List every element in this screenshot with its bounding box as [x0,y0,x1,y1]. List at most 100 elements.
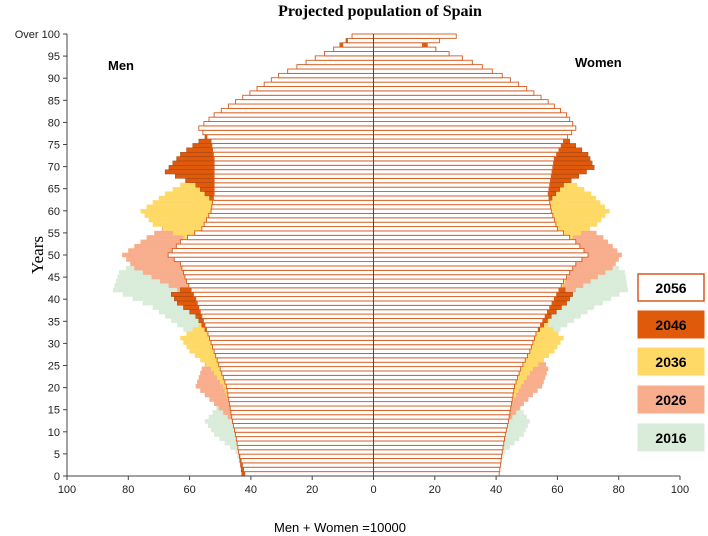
bar-2056-men-age-88 [256,86,374,92]
bar-2056-women-age-67 [373,177,551,184]
bar-2056-women-age-76 [373,138,564,144]
bar-2056-women-age-34 [373,322,541,328]
bar-2056-women-age-26 [373,357,526,363]
bar-2056-women-age-58 [373,217,555,223]
bar-2056-women-age-44 [373,278,564,284]
bar-2056-men-age-43 [188,283,374,289]
bar-2056-men-age-24 [219,366,374,372]
bar-2056-women-age-53 [373,239,577,245]
bar-2056-men-age-18 [227,392,374,398]
bar-2056-women-age-82 [373,112,568,118]
bar-2056-men-age-75 [211,142,374,149]
bar-2056-women-age-70 [373,164,554,171]
bar-2056-women-age-86 [373,94,542,101]
bar-2056-women-age-54 [373,234,571,241]
bar-2056-women-age-9 [373,431,506,438]
bar-2056-women-age-84 [373,103,555,109]
bar-2056-men-age-46 [183,269,374,276]
y-tick-label: 35 [48,316,60,328]
bar-2056-men-age-33 [206,326,374,333]
bar-2056-women-age-12 [373,418,509,424]
bar-2056-women-age-73 [373,151,558,157]
bar-2056-men-age-83 [220,107,374,114]
bar-2056-women-age-17 [373,396,513,403]
y-tick-label: 45 [48,272,60,284]
bar-2056-women-age-52 [373,243,581,249]
bar-2056-men-age-14 [230,409,374,416]
legend-item-2016: 2016 [637,423,705,452]
bar-2056-men-age-12 [232,418,374,424]
bar-2056-men-age-31 [209,335,374,341]
legend-item-2046: 2046 [637,310,705,339]
x-tick-label: 100 [58,484,76,496]
bar-2056-women-age-99 [373,37,440,44]
bar-2056-women-age-55 [373,230,564,236]
bar-2056-women-age-87 [373,90,535,96]
bar-2056-men-age-80 [203,121,374,127]
bar-2056-men-age-89 [263,81,374,87]
bar-2056-men-age-36 [201,313,374,319]
bar-2056-men-age-76 [210,138,374,144]
bar-2056-men-age-68 [213,173,374,179]
men-label: Men [108,58,134,73]
bar-2056-men-age-64 [213,191,374,197]
y-tick-label: 5 [54,449,60,461]
bar-2056-men-age-69 [213,169,374,175]
bar-2056-men-age-23 [221,370,374,376]
bar-2056-women-age-79 [373,125,577,131]
bar-2056-women-age-45 [373,274,568,280]
bar-2056-men-age-49 [173,256,374,263]
bar-2056-men-age-13 [231,414,374,420]
bar-2056-men-age-74 [212,147,374,153]
bar-2056-men-age-35 [202,318,374,324]
bar-2056-women-age-6 [373,444,504,451]
bar-2056-women-age-39 [373,300,553,306]
bar-2056-women-age-63 [373,195,550,201]
bar-2056-men-age-2 [241,462,374,468]
bar-2056-women-age-60 [373,208,552,214]
bar-2056-women-age-36 [373,313,546,319]
bar-2056-women-age-91 [373,72,503,79]
bar-2056-men-age-100 [351,33,374,39]
bar-2056-women-age-85 [373,99,549,105]
bar-2056-women-age-88 [373,86,528,92]
bar-2056-men-age-48 [179,261,374,267]
bar-2056-women-age-11 [373,423,508,429]
bar-2056-women-age-7 [373,440,505,446]
x-tick-label: 80 [613,484,625,496]
bar-2056-men-age-97 [333,46,374,52]
bar-2056-women-age-57 [373,221,557,228]
bar-2056-men-age-52 [175,243,374,249]
bar-2056-women-age-33 [373,326,539,333]
legend-label-2046: 2046 [655,317,686,333]
bar-2056-men-age-39 [196,300,374,306]
bar-2056-women-age-98 [373,42,423,48]
bar-2056-men-age-57 [203,221,374,228]
bar-2056-women-age-1 [373,466,501,473]
bar-2056-women-age-10 [373,427,507,433]
bar-2056-women-age-81 [373,116,571,122]
bar-2056-men-age-81 [208,116,374,122]
bar-2056-men-age-45 [184,274,374,280]
bar-2056-men-age-93 [296,64,374,70]
bar-2056-men-age-19 [226,388,374,394]
bar-2056-women-age-21 [373,379,517,385]
bar-2056-men-age-10 [234,427,374,433]
x-tick-label: 40 [245,484,257,496]
bar-2056-women-age-66 [373,182,551,188]
bar-2056-men-age-71 [213,160,374,166]
bar-2056-women-age-56 [373,226,558,232]
bar-2056-women-age-83 [373,107,561,114]
bar-2056-women-age-42 [373,287,560,293]
x-tick-label: 60 [183,484,195,496]
bar-2056-women-age-69 [373,169,553,175]
bar-2056-men-age-30 [210,339,374,346]
bar-2056-women-age-37 [373,309,548,315]
bar-2056-women-age-49 [373,256,583,263]
y-tick-label: 40 [48,294,60,306]
bar-2056-men-age-99 [347,37,374,44]
bar-2056-men-age-3 [240,458,374,464]
y-tick-label: 10 [48,427,60,439]
bar-2056-women-age-64 [373,191,549,197]
bar-2056-men-age-78 [202,129,374,136]
